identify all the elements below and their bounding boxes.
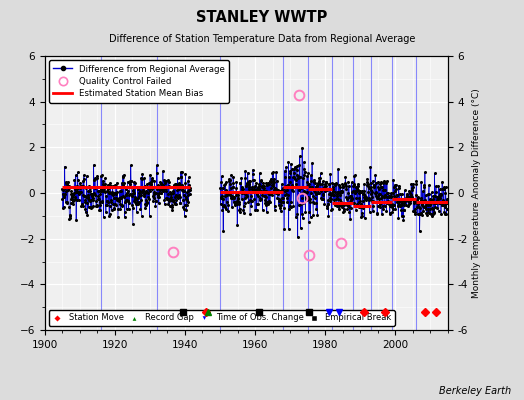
Text: STANLEY WWTP: STANLEY WWTP: [196, 10, 328, 25]
Text: Berkeley Earth: Berkeley Earth: [439, 386, 511, 396]
Y-axis label: Monthly Temperature Anomaly Difference (°C): Monthly Temperature Anomaly Difference (…: [472, 88, 481, 298]
Legend: Station Move, Record Gap, Time of Obs. Change, Empirical Break: Station Move, Record Gap, Time of Obs. C…: [49, 310, 395, 326]
Text: Difference of Station Temperature Data from Regional Average: Difference of Station Temperature Data f…: [109, 34, 415, 44]
